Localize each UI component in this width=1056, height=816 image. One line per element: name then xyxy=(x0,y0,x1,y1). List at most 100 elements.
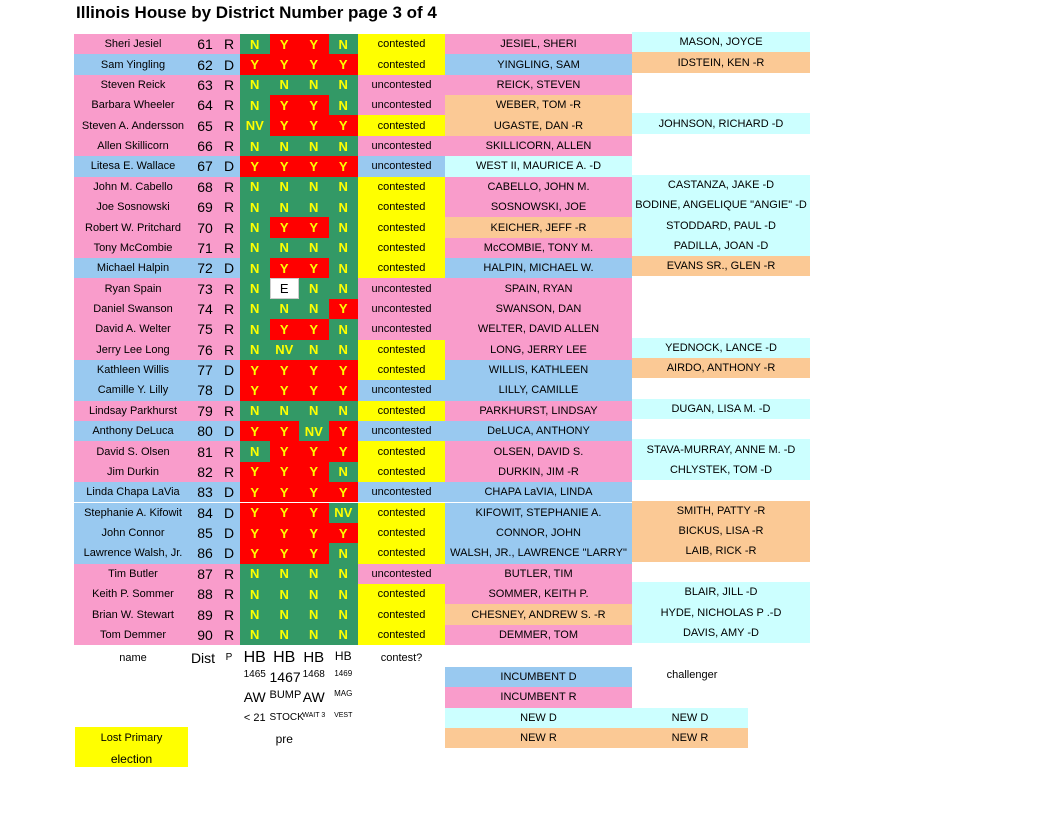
legend-item: NEW D xyxy=(445,707,632,728)
district: 89 xyxy=(192,604,218,625)
party: D xyxy=(218,380,240,401)
rep-name: Jim Durkin xyxy=(74,461,192,483)
vote: Y xyxy=(240,156,270,177)
vote: N xyxy=(240,278,270,299)
challenger: BICKUS, LISA -R xyxy=(632,520,810,542)
party: D xyxy=(218,54,240,75)
district: 80 xyxy=(192,421,218,442)
vote: N xyxy=(328,461,358,483)
vote: N xyxy=(328,339,358,360)
header-bill: HB xyxy=(273,649,296,666)
vote: N xyxy=(328,196,358,218)
party: R xyxy=(218,196,240,218)
vote: N xyxy=(328,34,358,55)
rep-name: Brian W. Stewart xyxy=(74,604,192,625)
vote: NV xyxy=(299,421,329,442)
winner: KEICHER, JEFF -R xyxy=(445,217,632,238)
header-bill: HB xyxy=(334,649,352,663)
district: 74 xyxy=(192,298,218,320)
party: R xyxy=(218,441,240,462)
vote: N xyxy=(240,258,270,279)
vote: N xyxy=(240,563,270,584)
vote: Y xyxy=(269,359,299,381)
contest: contested xyxy=(358,115,445,136)
header-contest: contest? xyxy=(380,652,423,664)
vote: Y xyxy=(299,95,329,116)
contest: contested xyxy=(358,461,445,483)
vote: N xyxy=(328,563,358,584)
vote: Y xyxy=(269,441,299,462)
vote: Y xyxy=(299,543,329,564)
challenger: EVANS SR., GLEN -R xyxy=(632,256,810,277)
contest: contested xyxy=(358,258,445,279)
vote: N xyxy=(240,217,270,238)
vote: Y xyxy=(328,54,358,75)
district: 61 xyxy=(192,34,218,55)
winner: SOMMER, KEITH P. xyxy=(445,583,632,605)
bill-topic: STOCK xyxy=(269,712,304,723)
vote: Y xyxy=(269,421,299,442)
vote: Y xyxy=(269,115,299,136)
district: 87 xyxy=(192,563,218,584)
rep-name: Allen Skillicorn xyxy=(74,135,192,157)
district: 84 xyxy=(192,502,218,523)
rep-name: Ryan Spain xyxy=(74,278,192,299)
bill-number: 1469 xyxy=(334,669,353,678)
vote: N xyxy=(299,604,329,625)
contest: contested xyxy=(358,237,445,259)
rep-name: John Connor xyxy=(74,522,192,544)
vote: N xyxy=(269,196,299,218)
bill-short: BUMP xyxy=(269,689,302,701)
vote: NV xyxy=(269,339,299,360)
header-dist: Dist xyxy=(190,650,216,666)
header-bill: HB xyxy=(303,649,325,666)
party: R xyxy=(218,278,240,299)
contest: uncontested xyxy=(358,95,445,116)
vote: Y xyxy=(240,482,270,503)
challenger: BLAIR, JILL -D xyxy=(632,581,810,603)
party: R xyxy=(218,74,240,96)
winner: WILLIS, KATHLEEN xyxy=(445,359,632,381)
rep-name: David S. Olsen xyxy=(74,441,192,462)
vote: N xyxy=(269,563,299,584)
vote: Y xyxy=(328,298,358,320)
winner: WELTER, DAVID ALLEN xyxy=(445,319,632,340)
vote: N xyxy=(269,237,299,259)
legend-item: NEW R xyxy=(632,727,748,749)
district: 78 xyxy=(192,380,218,401)
vote: N xyxy=(269,400,299,422)
vote: N xyxy=(328,543,358,564)
district: 68 xyxy=(192,176,218,197)
page-title: Illinois House by District Number page 3… xyxy=(76,3,437,22)
vote: Y xyxy=(269,380,299,401)
contest: contested xyxy=(358,624,445,646)
rep-name: Tony McCombie xyxy=(74,237,192,259)
vote: E xyxy=(269,278,299,299)
winner: SWANSON, DAN xyxy=(445,298,632,320)
party: R xyxy=(218,115,240,136)
challenger: CASTANZA, JAKE -D xyxy=(632,174,810,195)
district: 63 xyxy=(192,74,218,96)
vote: Y xyxy=(269,319,299,340)
vote: N xyxy=(240,135,270,157)
vote: Y xyxy=(269,522,299,544)
district: 73 xyxy=(192,278,218,299)
contest: contested xyxy=(358,176,445,197)
party: R xyxy=(218,400,240,422)
vote: N xyxy=(328,258,358,279)
vote: Y xyxy=(299,441,329,462)
winner: KIFOWIT, STEPHANIE A. xyxy=(445,502,632,523)
winner: SKILLICORN, ALLEN xyxy=(445,135,632,157)
district: 75 xyxy=(192,319,218,340)
vote: N xyxy=(269,298,299,320)
vote: N xyxy=(299,624,329,646)
vote: N xyxy=(269,135,299,157)
party: D xyxy=(218,522,240,544)
vote: N xyxy=(299,237,329,259)
vote: N xyxy=(240,624,270,646)
district: 69 xyxy=(192,196,218,218)
party: D xyxy=(218,482,240,503)
winner: UGASTE, DAN -R xyxy=(445,115,632,136)
vote: Y xyxy=(240,502,270,523)
rep-name: Daniel Swanson xyxy=(74,298,192,320)
